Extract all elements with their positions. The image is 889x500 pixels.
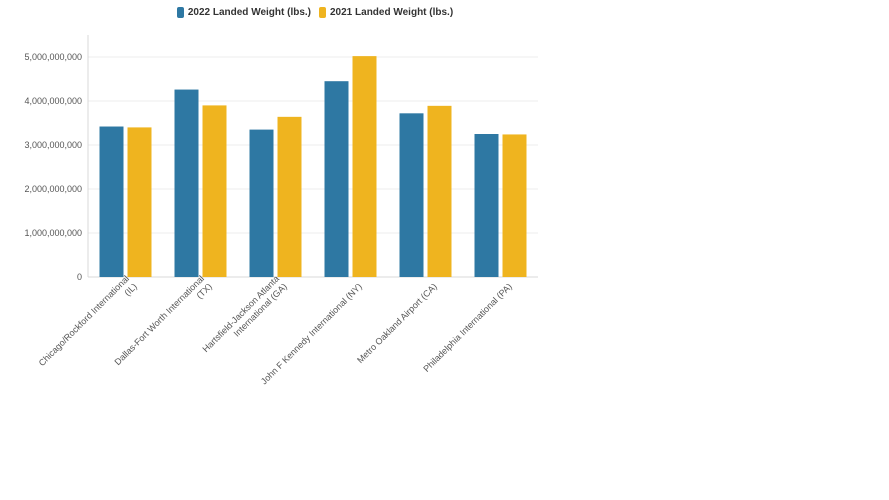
y-tick-label: 0 [77,272,82,282]
legend-swatch-2022 [176,7,184,18]
legend-item-2022[interactable]: 2022 Landed Weight (lbs.) [176,7,311,18]
y-tick-label: 5,000,000,000 [24,52,82,62]
bar-2022-3[interactable] [324,81,349,277]
legend-label-2021: 2021 Landed Weight (lbs.) [330,7,454,18]
bar-2021-2[interactable] [277,116,302,277]
legend-item-2021[interactable]: 2021 Landed Weight (lbs.) [319,7,453,18]
bar-2021-3[interactable] [352,56,377,278]
bar-2021-5[interactable] [502,134,527,277]
y-tick-label: 4,000,000,000 [24,96,82,106]
x-tick-label: Hartsfield-Jackson AtlantaInternational … [200,274,288,362]
bar-2021-1[interactable] [202,105,227,278]
chart-legend: 2022 Landed Weight (lbs.) 2021 Landed We… [0,7,630,18]
y-tick-label: 1,000,000,000 [24,228,82,238]
bar-2021-4[interactable] [427,105,452,277]
bar-2022-0[interactable] [99,126,124,278]
x-tick-label-line: Chicago/Rockford International [37,274,131,368]
x-tick-label: Metro Oakland Airport (CA) [355,281,439,365]
legend-label-2022: 2022 Landed Weight (lbs.) [187,7,311,18]
y-tick-label: 2,000,000,000 [24,184,82,194]
bar-2022-1[interactable] [174,89,199,277]
x-tick-label-line: Hartsfield-Jackson Atlanta [200,274,281,355]
bar-2022-2[interactable] [249,129,274,277]
bar-2022-4[interactable] [399,113,424,277]
x-tick-label-line: Philadelphia International (PA) [421,281,514,374]
bar-2022-5[interactable] [474,134,499,277]
bar-2021-0[interactable] [127,127,152,278]
x-tick-label-line: Metro Oakland Airport (CA) [355,281,439,365]
x-tick-label: Philadelphia International (PA) [421,281,514,374]
y-tick-label: 3,000,000,000 [24,140,82,150]
legend-swatch-2021 [319,7,326,18]
